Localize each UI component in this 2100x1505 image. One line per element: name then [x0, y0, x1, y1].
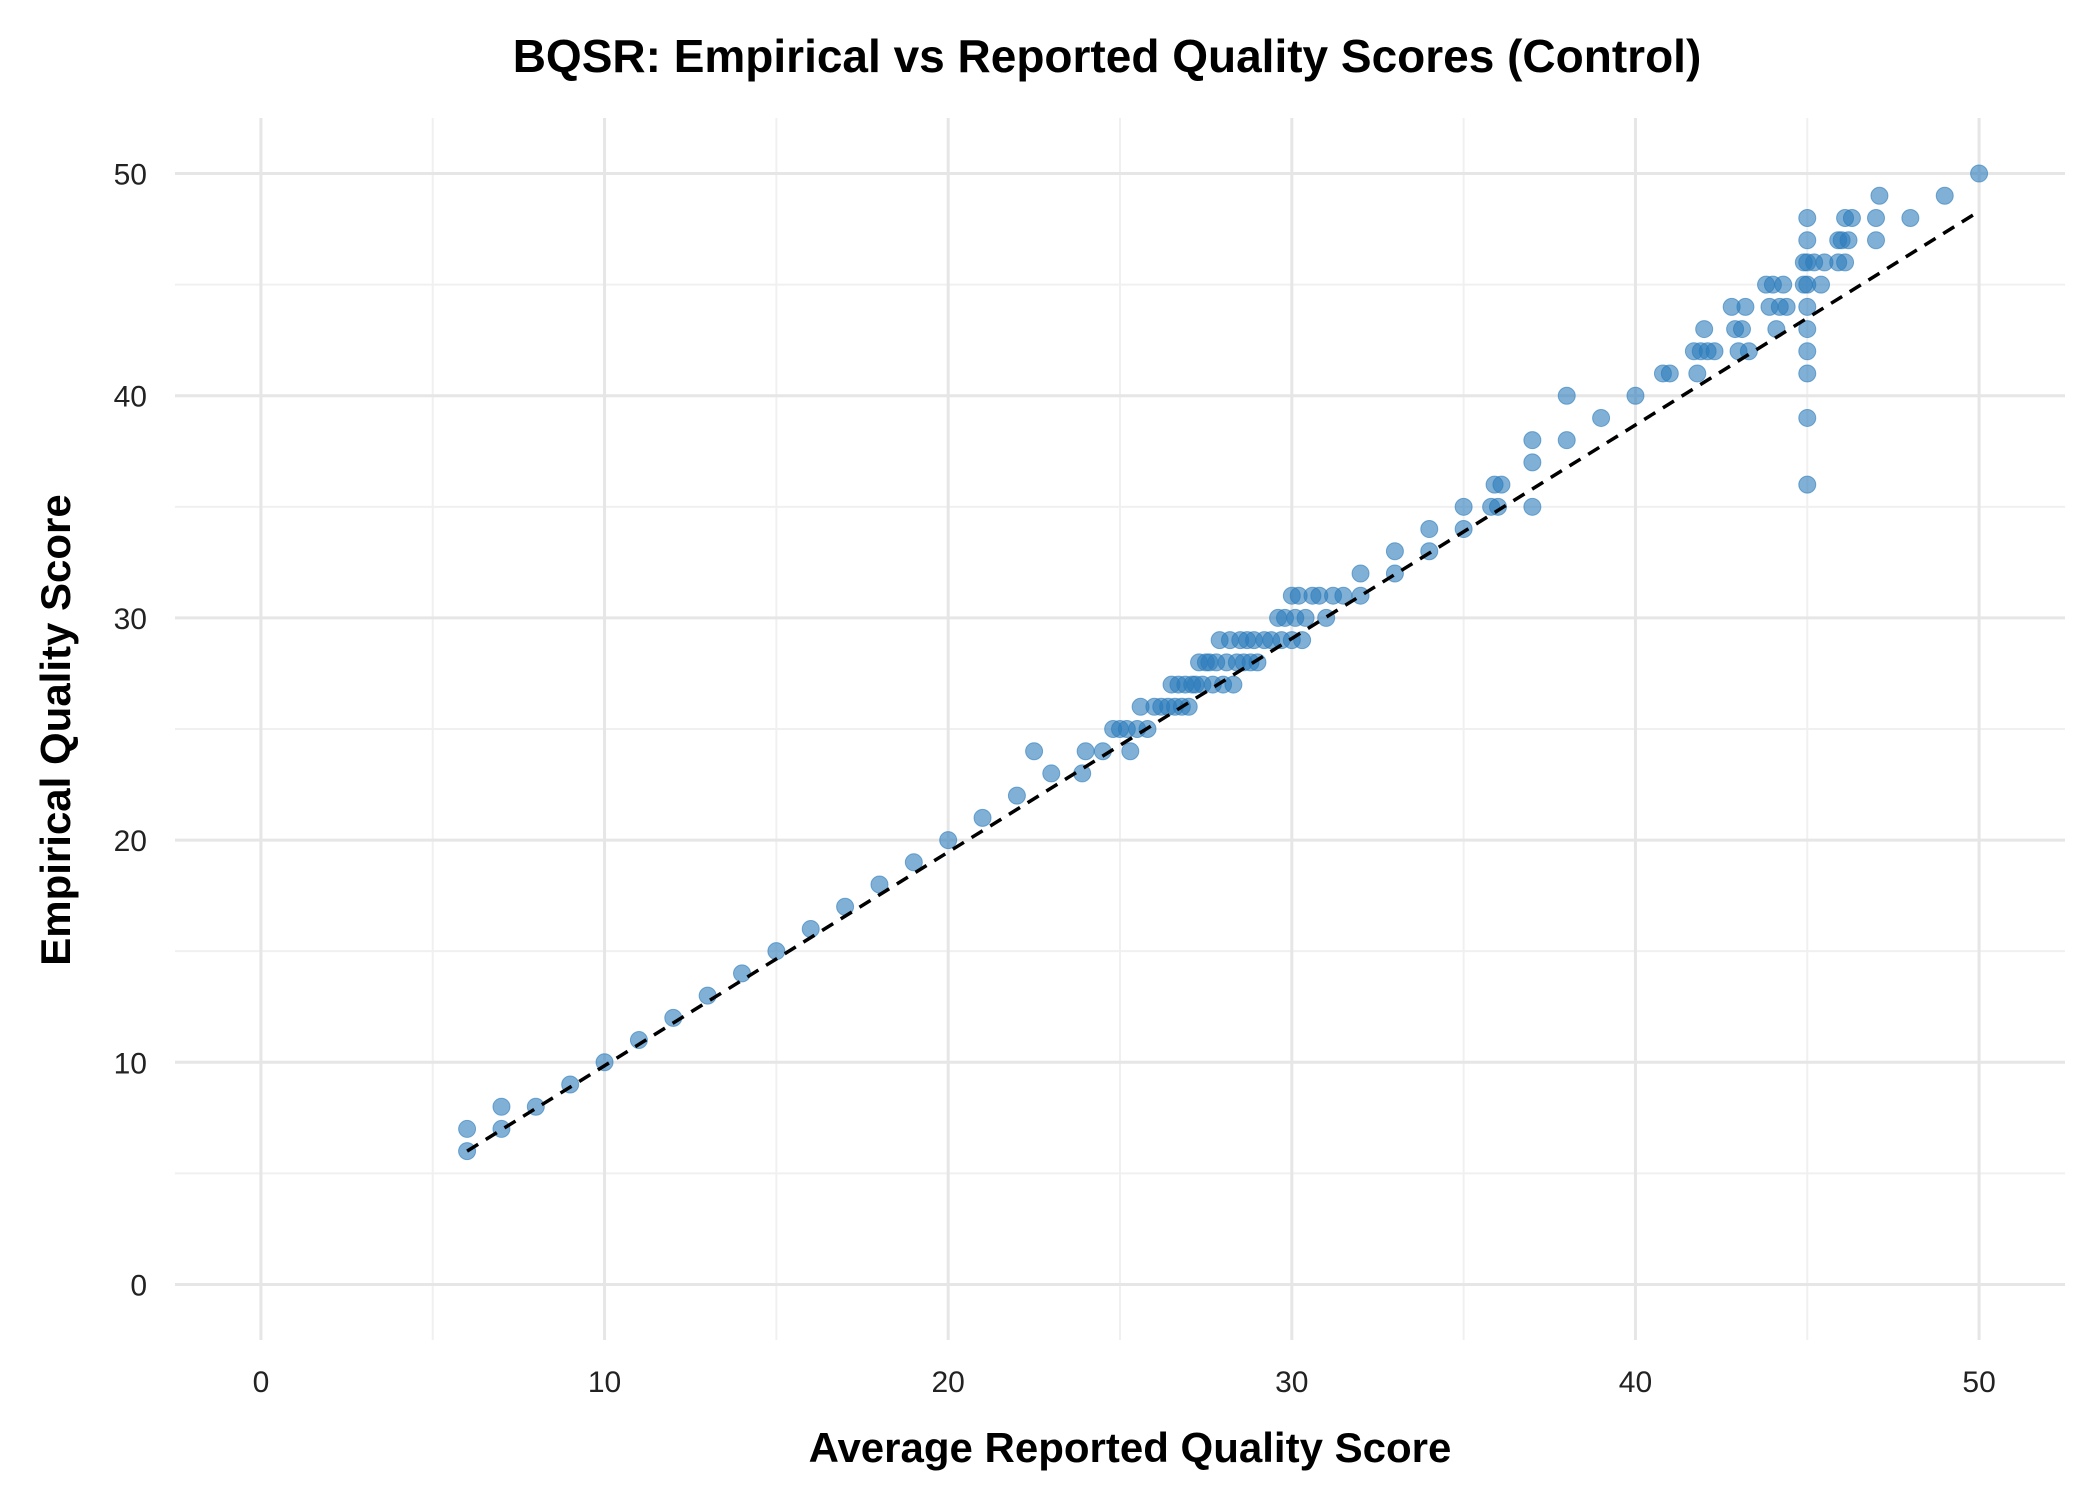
- data-point: [1798, 208, 1817, 227]
- data-point: [1076, 742, 1095, 761]
- data-point: [1523, 453, 1542, 472]
- data-point: [1557, 386, 1576, 405]
- data-point: [1774, 275, 1793, 294]
- data-point: [801, 919, 820, 938]
- data-point: [973, 808, 992, 827]
- data-point: [1420, 520, 1439, 539]
- data-point: [1798, 408, 1817, 427]
- x-tick-label: 20: [931, 1366, 964, 1399]
- data-point: [904, 853, 923, 872]
- data-point: [1867, 208, 1885, 227]
- data-point: [1842, 208, 1861, 227]
- data-point: [1798, 297, 1817, 316]
- data-point: [1870, 186, 1889, 205]
- data-point: [1385, 542, 1404, 561]
- data-point: [1798, 475, 1817, 494]
- chart-title: BQSR: Empirical vs Reported Quality Scor…: [513, 30, 1702, 82]
- data-point: [1705, 342, 1724, 361]
- data-point: [1025, 742, 1044, 761]
- data-point: [1351, 586, 1370, 605]
- data-point: [767, 942, 786, 961]
- y-axis-title: Empirical Quality Score: [32, 494, 79, 966]
- data-point: [1688, 364, 1707, 383]
- data-point: [492, 1097, 511, 1116]
- data-point: [1812, 275, 1831, 294]
- data-point: [1798, 364, 1817, 383]
- y-tick-label: 0: [130, 1269, 147, 1302]
- data-point: [1007, 786, 1026, 805]
- data-point: [1798, 231, 1817, 250]
- data-point: [1121, 742, 1140, 761]
- grid: [175, 118, 2065, 1340]
- data-point: [1736, 297, 1755, 316]
- data-point: [1777, 297, 1796, 316]
- data-point: [1224, 675, 1243, 694]
- y-tick-label: 50: [114, 159, 147, 192]
- x-tick-label: 0: [253, 1366, 270, 1399]
- data-point: [1798, 320, 1817, 339]
- x-axis-title: Average Reported Quality Score: [809, 1424, 1452, 1471]
- data-point: [492, 1119, 511, 1138]
- data-point: [458, 1119, 477, 1138]
- data-point: [1557, 431, 1576, 450]
- data-point: [1592, 408, 1611, 427]
- data-point: [1523, 497, 1542, 516]
- y-tick-label: 20: [114, 825, 147, 858]
- data-point: [733, 964, 751, 983]
- tick-labels: 0 10 20 30 40 50 0 10 20 30 40 50: [114, 159, 1996, 1399]
- data-point: [1454, 497, 1473, 516]
- x-tick-label: 10: [588, 1366, 621, 1399]
- data-point: [1042, 764, 1061, 783]
- data-point: [1695, 320, 1714, 339]
- data-point: [698, 986, 717, 1005]
- data-point: [629, 1031, 648, 1050]
- data-point: [1296, 608, 1315, 627]
- data-point: [1523, 431, 1542, 450]
- data-point: [1626, 386, 1645, 405]
- reference-line: [466, 209, 1981, 1153]
- data-point: [1935, 186, 1954, 205]
- y-tick-label: 30: [114, 603, 147, 636]
- reference-line-group: [466, 209, 1981, 1153]
- data-point: [1798, 342, 1817, 361]
- y-tick-label: 10: [114, 1047, 147, 1080]
- data-point: [1492, 475, 1511, 494]
- data-point: [1660, 364, 1679, 383]
- data-point: [939, 831, 958, 850]
- data-point: [1970, 164, 1989, 183]
- data-point: [1839, 231, 1858, 250]
- y-tick-label: 40: [114, 381, 147, 414]
- data-point: [1351, 564, 1370, 583]
- data-point: [1901, 208, 1920, 227]
- data-point: [1867, 231, 1885, 250]
- x-tick-label: 40: [1619, 1366, 1652, 1399]
- data-point: [1836, 253, 1855, 272]
- x-tick-label: 50: [1962, 1366, 1995, 1399]
- data-points: [458, 164, 1989, 1161]
- data-point: [1732, 320, 1751, 339]
- x-tick-label: 30: [1275, 1366, 1308, 1399]
